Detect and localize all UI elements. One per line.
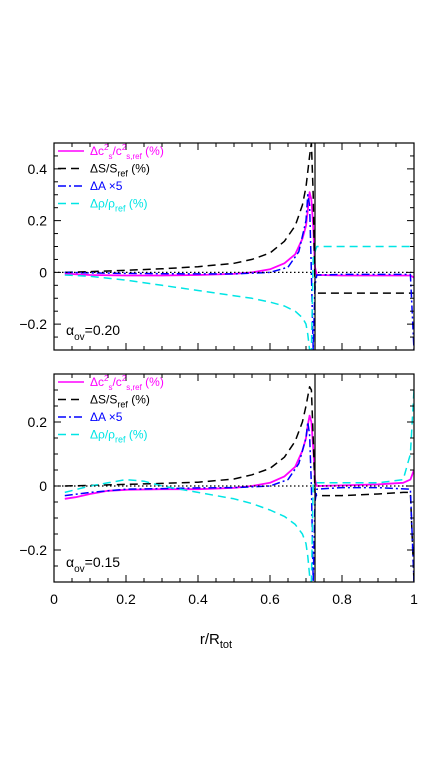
legend-label-c2s: Δc2s/c2s,ref (%) [90,374,164,392]
plot-area [54,143,414,350]
legend-label-A: ΔA ×5 [90,179,123,193]
x-tick-label: 0.8 [332,591,352,607]
legend-label-S: ΔS/Sref (%) [90,393,150,410]
x-tick-label: 0.2 [116,591,136,607]
bottom-panel: −0.2 0 0.2 0 0.2 0.4 0.6 0.8 1 Δc2s/c2s,ref (%)ΔS… [19,373,418,607]
y-tick-label: −0.2 [19,542,47,558]
x-tick-label: 0.6 [260,591,280,607]
legend: Δc2s/c2s,ref (%)ΔS/Sref (%)ΔA ×5 Δρ/ρref … [58,374,164,445]
y-tick-label: −0.2 [19,316,47,332]
legend-label-rho: Δρ/ρref (%) [90,428,148,445]
legend-label-A: ΔA ×5 [90,410,123,424]
alpha-ov-annotation: αov=0.15 [66,554,120,575]
series-line-c2s [64,191,414,279]
legend-label-rho: Δρ/ρref (%) [90,197,148,214]
y-tick-label: 0.2 [28,414,48,430]
y-tick-label: 0 [39,264,47,280]
series-line-density [64,389,414,582]
y-tick-label: 0 [39,478,47,494]
alpha-ov-annotation: αov=0.20 [66,322,120,343]
legend-label-c2s: Δc2s/c2s,ref (%) [90,143,164,161]
x-tick-label: 0.4 [188,591,208,607]
top-panel: −0.2 0 0.2 0.4 Δc2s/c2s,ref (%)ΔS/Sref (%)ΔA… [19,142,415,351]
series-line-density [64,245,414,350]
series-line-entropy [64,143,414,294]
legend-label-S: ΔS/Sref (%) [90,162,150,179]
x-axis-label: r/Rtot [200,631,232,651]
plot-area [54,386,414,582]
series-line-entropy [64,386,414,582]
series-line-a-param [64,194,414,350]
svg-text:r/Rtot: r/Rtot [200,631,232,651]
x-tick-label: 1 [410,591,418,607]
y-tick-label: 0.4 [28,161,48,177]
series-line-a-param [64,421,414,582]
y-tick-label: 0.2 [28,213,48,229]
x-tick-label: 0 [50,591,58,607]
legend: Δc2s/c2s,ref (%)ΔS/Sref (%)ΔA ×5 Δρ/ρref … [58,143,164,214]
